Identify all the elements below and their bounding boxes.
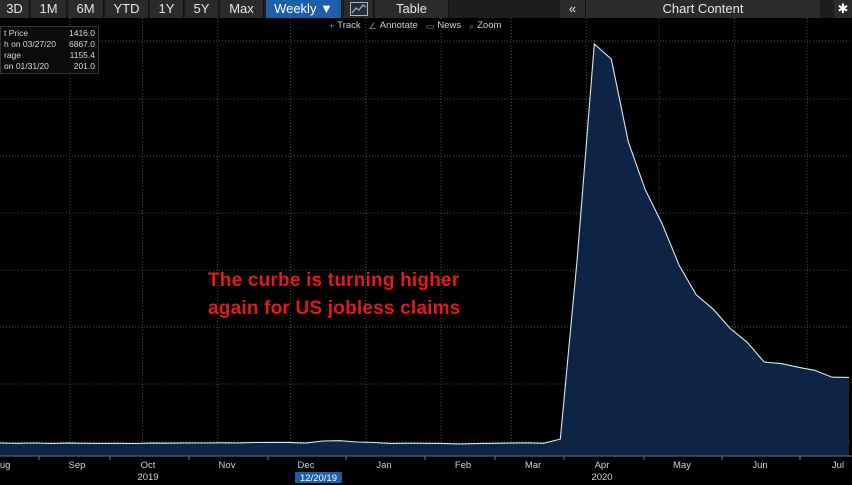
x-tick-label: May — [673, 460, 691, 471]
top-toolbar: 3D 1M 6M YTD 1Y 5Y Max Weekly ▼ Table « … — [0, 0, 852, 18]
zoom-label: Zoom — [477, 20, 502, 31]
x-year-label: 2019 — [137, 472, 158, 483]
annotation-line-2: again for US jobless claims — [208, 298, 461, 319]
chart-annotation: The curbe is turning higher again for US… — [208, 267, 460, 323]
chart-tools: + Track ∠ Annotate ▭ News ⌕ Zoom — [325, 19, 505, 33]
settings-icon[interactable]: ✱ — [834, 0, 852, 18]
legend-row-low: on 01/31/20 201.0 — [4, 61, 95, 72]
cursor-date-badge — [295, 472, 342, 483]
chart-grid — [0, 18, 852, 456]
period-button-6m[interactable]: 6M — [68, 0, 104, 18]
period-button-ytd[interactable]: YTD — [105, 0, 149, 18]
period-button-5y[interactable]: 5Y — [185, 0, 219, 18]
period-button-1y[interactable]: 1Y — [150, 0, 184, 18]
x-tick-label: Mar — [525, 460, 541, 471]
legend-label: on 01/31/20 — [4, 61, 49, 71]
news-tool[interactable]: ▭ News — [422, 19, 465, 33]
track-icon: + — [329, 21, 335, 31]
period-button-max[interactable]: Max — [220, 0, 264, 18]
line-chart-toggle[interactable] — [344, 0, 374, 18]
zoom-icon: ⌕ — [469, 21, 475, 31]
series-line — [0, 42, 850, 445]
track-label: Track — [337, 20, 361, 31]
x-tick-label: Feb — [455, 460, 471, 471]
x-axis: Aug Sep Oct Nov Dec Jan Feb Mar Apr May Jun Jul 2019… — [0, 455, 852, 485]
legend-label: t Price — [4, 28, 29, 38]
news-label: News — [437, 20, 462, 31]
series-area — [0, 44, 849, 456]
annotate-icon: ∠ — [368, 21, 377, 31]
collapse-icon[interactable]: « — [560, 0, 586, 18]
x-tick-label: Aug — [0, 460, 10, 471]
legend-row-last-price: t Price 1416.0 — [4, 28, 95, 39]
x-tick-label: Jun — [752, 460, 767, 471]
line-chart-icon — [349, 2, 368, 16]
cursor-date-label: 12/20/19 — [300, 473, 337, 484]
legend-value: 1416.0 — [69, 28, 95, 38]
table-button[interactable]: Table — [375, 0, 449, 18]
frequency-dropdown[interactable]: Weekly ▼ — [266, 0, 342, 18]
price-legend: t Price 1416.0 h on 03/27/20 6867.0 rage… — [0, 26, 99, 74]
x-tick-label: Apr — [595, 460, 610, 471]
x-year-label: 2020 — [591, 472, 612, 483]
legend-row-average: rage 1155.4 — [4, 50, 95, 61]
annotate-tool[interactable]: ∠ Annotate — [365, 19, 422, 33]
period-button-1m[interactable]: 1M — [31, 0, 67, 18]
chart-content-label: Chart Content — [662, 1, 744, 16]
x-tick-label: Dec — [298, 460, 315, 471]
zoom-tool[interactable]: ⌕ Zoom — [465, 19, 505, 33]
legend-label: h on 03/27/20 — [4, 39, 56, 49]
news-icon: ▭ — [425, 21, 435, 31]
legend-row-high: h on 03/27/20 6867.0 — [4, 39, 95, 50]
x-axis-band — [0, 456, 852, 485]
annotation-line-1: The curbe is turning higher — [208, 270, 460, 291]
annotate-label: Annotate — [379, 20, 418, 31]
chart-area-layer — [0, 42, 850, 456]
x-tick-label: Sep — [69, 460, 86, 471]
x-tick-label: Jul — [832, 460, 844, 471]
chart-content-button[interactable]: Chart Content — [586, 0, 820, 18]
x-tick-label: Jan — [376, 460, 391, 471]
legend-value: 1155.4 — [69, 50, 95, 60]
legend-value: 201.0 — [73, 61, 95, 71]
x-tick-label: Nov — [219, 460, 236, 471]
track-tool[interactable]: + Track — [325, 19, 365, 33]
legend-value: 6867.0 — [69, 39, 95, 49]
legend-label: rage — [4, 50, 22, 60]
period-button-3d[interactable]: 3D — [0, 0, 30, 18]
x-tick-label: Oct — [141, 460, 156, 471]
